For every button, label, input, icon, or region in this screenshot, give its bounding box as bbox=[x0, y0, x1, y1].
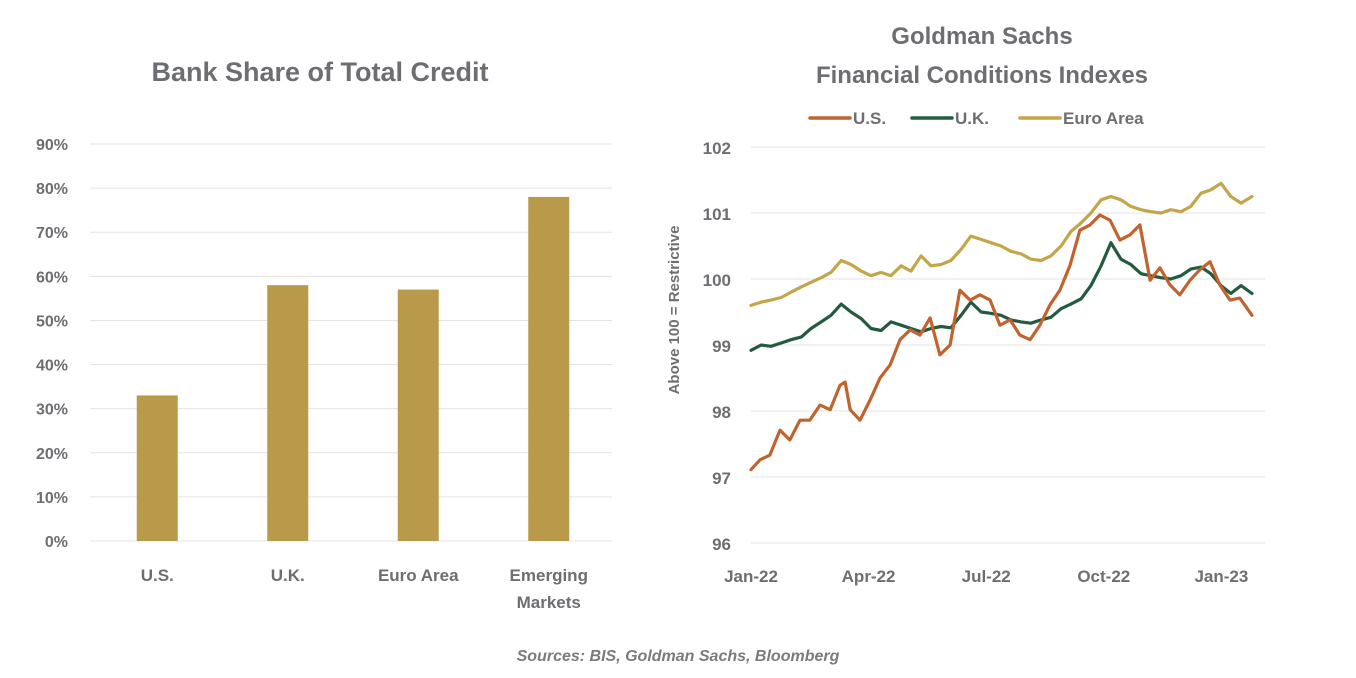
bar-chart: Bank Share of Total Credit 0% 10% 20% 30% 40… bbox=[36, 57, 612, 612]
line-chart-legend: U.S. U.K. Euro Area bbox=[808, 109, 1144, 128]
bar bbox=[267, 285, 309, 541]
line-y-tick-label: 100 bbox=[703, 271, 731, 290]
bar-y-tick-label: 90% bbox=[36, 137, 68, 154]
bar bbox=[397, 289, 439, 541]
line-y-tick-label: 99 bbox=[712, 337, 731, 356]
line-x-tick-label: Oct-22 bbox=[1077, 567, 1130, 586]
line-y-tick-label: 102 bbox=[703, 139, 731, 158]
line-y-tick-label: 97 bbox=[712, 469, 731, 488]
bar-y-axis-ticks: 0% 10% 20% 30% 40% 50% 60% 70% 80% 90% bbox=[36, 137, 68, 551]
bar-x-tick-label: Euro Area bbox=[378, 566, 459, 585]
bar-y-tick-label: 70% bbox=[36, 225, 68, 242]
bar-y-tick-label: 40% bbox=[36, 358, 68, 375]
bar-y-tick-label: 60% bbox=[36, 269, 68, 286]
bar-series bbox=[136, 196, 570, 541]
bar-y-tick-label: 0% bbox=[45, 534, 68, 551]
line-x-tick-label: Apr-22 bbox=[842, 567, 896, 586]
line-y-tick-label: 98 bbox=[712, 403, 731, 422]
line-x-tick-label: Jul-22 bbox=[962, 567, 1011, 586]
bar-y-tick-label: 30% bbox=[36, 402, 68, 419]
line-x-tick-label: Jan-23 bbox=[1194, 567, 1248, 586]
line-y-axis-ticks: 96 97 98 99 100 101 102 bbox=[703, 139, 731, 554]
bar-x-tick-label: Emerging bbox=[510, 566, 588, 585]
legend-label: U.K. bbox=[955, 109, 989, 128]
line-x-tick-label: Jan-22 bbox=[724, 567, 778, 586]
line-chart-title-line-1: Goldman Sachs bbox=[891, 23, 1072, 50]
bar-x-tick-label: Markets bbox=[517, 593, 581, 612]
line-series-euro-area bbox=[749, 181, 1254, 307]
line-chart: Goldman Sachs Financial Conditions Index… bbox=[666, 23, 1265, 586]
bar bbox=[528, 196, 570, 541]
bar-y-tick-label: 50% bbox=[36, 313, 68, 330]
line-series-uk bbox=[749, 241, 1254, 352]
bar-x-axis-ticks: U.S. U.K. Euro Area Emerging Markets bbox=[141, 566, 588, 612]
line-y-tick-label: 101 bbox=[703, 205, 731, 224]
line-series-group bbox=[749, 181, 1254, 472]
line-x-axis-ticks: Jan-22 Apr-22 Jul-22 Oct-22 Jan-23 bbox=[724, 567, 1248, 586]
line-chart-title-line-2: Financial Conditions Indexes bbox=[816, 62, 1148, 89]
bar bbox=[136, 395, 178, 541]
bar-chart-title: Bank Share of Total Credit bbox=[151, 57, 488, 87]
legend-label: U.S. bbox=[853, 109, 886, 128]
bar-y-tick-label: 80% bbox=[36, 181, 68, 198]
bar-y-tick-label: 20% bbox=[36, 446, 68, 463]
legend-label: Euro Area bbox=[1063, 109, 1144, 128]
line-y-tick-label: 96 bbox=[712, 535, 731, 554]
bar-y-tick-label: 10% bbox=[36, 490, 68, 507]
bar-x-tick-label: U.S. bbox=[141, 566, 174, 585]
source-note: Sources: BIS, Goldman Sachs, Bloomberg bbox=[516, 648, 840, 665]
line-chart-y-axis-label: Above 100 = Restrictive bbox=[666, 226, 683, 395]
bar-x-tick-label: U.K. bbox=[271, 566, 305, 585]
line-gridlines bbox=[751, 146, 1265, 544]
line-series-us bbox=[749, 213, 1254, 472]
